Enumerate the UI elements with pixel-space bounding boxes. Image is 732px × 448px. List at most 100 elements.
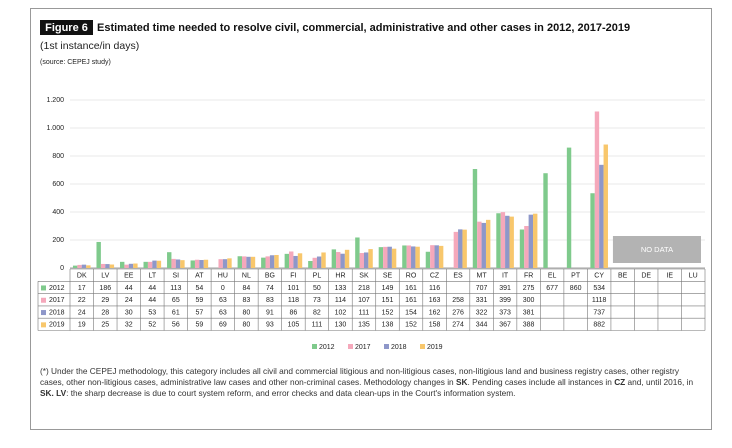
table-value: 534: [593, 285, 605, 292]
bar: [100, 263, 106, 268]
x-tick-label: LU: [689, 272, 698, 279]
table-value: 391: [499, 285, 511, 292]
table-value: 86: [290, 309, 298, 316]
annotation: NO DATA: [641, 245, 673, 254]
table-value: 399: [499, 297, 511, 304]
y-tick-label: 400: [52, 209, 64, 216]
table-value: 882: [593, 322, 605, 329]
bar: [524, 226, 529, 268]
table-value: 373: [499, 309, 511, 316]
bar: [143, 261, 148, 268]
row-swatch: [41, 310, 46, 316]
x-tick-label: LV: [101, 272, 109, 279]
table-value: 162: [429, 309, 441, 316]
table-value: 30: [125, 309, 133, 316]
table-value: 344: [476, 322, 488, 329]
bar: [156, 260, 162, 268]
bar: [308, 261, 313, 268]
x-tick-label: SE: [383, 272, 393, 279]
x-tick-label: IT: [502, 272, 509, 279]
bar: [96, 241, 101, 268]
table-value: 57: [195, 309, 203, 316]
bar: [430, 245, 435, 268]
table-value: 135: [358, 322, 370, 329]
table-value: 114: [335, 297, 346, 304]
table-value: 22: [78, 297, 86, 304]
x-tick-label: CZ: [430, 272, 440, 279]
bar: [218, 259, 223, 268]
row-label: 2017: [49, 297, 65, 304]
bar: [175, 259, 181, 268]
bar: [519, 229, 525, 268]
no-data-box: [612, 236, 701, 263]
table-value: 17: [78, 285, 86, 292]
table-value: 258: [452, 297, 464, 304]
bar: [359, 253, 364, 268]
table-value: 113: [170, 285, 181, 292]
footnote-part: (*) Under the CEPEJ methodology, this ca…: [40, 366, 680, 387]
bar: [505, 215, 510, 268]
table-value: 56: [172, 322, 180, 329]
table-value: 83: [242, 297, 250, 304]
table-value: 152: [405, 322, 417, 329]
row-swatch: [41, 285, 46, 291]
x-tick-label: HU: [218, 272, 228, 279]
bar: [363, 252, 369, 268]
bar: [171, 258, 176, 268]
bar: [250, 256, 256, 268]
bar: [509, 216, 514, 268]
bar: [355, 237, 360, 268]
bar: [128, 263, 134, 268]
table-value: 63: [219, 297, 227, 304]
x-tick-label: BE: [618, 272, 628, 279]
bar: [387, 246, 392, 268]
table-value: 53: [148, 309, 156, 316]
bar: [340, 253, 345, 268]
chart-title: Estimated time needed to resolve civil, …: [97, 22, 630, 34]
table-value: 101: [288, 285, 300, 292]
bar: [566, 147, 572, 268]
bar: [331, 249, 337, 268]
table-value: 161: [405, 285, 417, 292]
x-tick-label: EL: [548, 272, 557, 279]
bar: [167, 252, 172, 268]
legend-label: 2012: [319, 344, 335, 351]
bar: [411, 246, 416, 268]
bar: [190, 260, 195, 268]
table-value: 29: [101, 297, 109, 304]
table-value: 59: [195, 297, 203, 304]
table-value: 19: [78, 322, 86, 329]
bar: [472, 169, 478, 268]
table-value: 54: [195, 285, 203, 292]
table-value: 331: [476, 297, 488, 304]
table-value: 44: [148, 297, 156, 304]
bar: [312, 257, 317, 268]
y-tick-label: 0: [60, 265, 64, 272]
x-tick-label: RO: [406, 272, 417, 279]
table-value: 130: [335, 322, 347, 329]
table-value: 63: [219, 309, 227, 316]
bar: [109, 264, 115, 268]
bar: [86, 265, 91, 268]
table-value: 118: [288, 297, 299, 304]
table-value: 1118: [592, 297, 607, 304]
legend-swatch: [384, 344, 389, 349]
bar: [434, 245, 439, 268]
table-value: 0: [221, 285, 225, 292]
footnote-part: SK: [455, 377, 468, 387]
table-value: 52: [148, 322, 156, 329]
table-value: 59: [195, 322, 203, 329]
bar: [246, 256, 251, 268]
bar: [378, 247, 384, 268]
y-tick-label: 600: [52, 181, 64, 188]
row-swatch: [41, 322, 46, 328]
table-value: 138: [382, 322, 394, 329]
bar: [462, 229, 467, 268]
table-value: 737: [593, 309, 605, 316]
x-tick-label: AT: [195, 272, 204, 279]
table-value: 367: [499, 322, 511, 329]
table-value: 84: [242, 285, 250, 292]
table-value: 105: [288, 322, 300, 329]
bar: [293, 255, 298, 268]
